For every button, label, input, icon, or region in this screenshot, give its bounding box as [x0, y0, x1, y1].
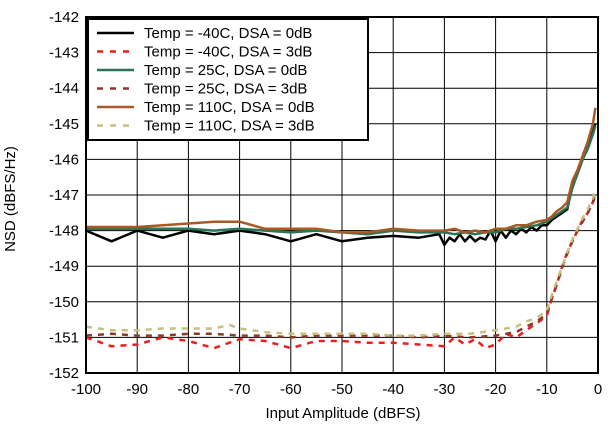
y-tick-label: -152 — [49, 365, 79, 382]
x-tick-label: -100 — [71, 381, 101, 398]
legend-box — [87, 18, 369, 141]
y-axis-title: NSD (dBFS/Hz) — [2, 146, 19, 252]
x-tick-label: -10 — [536, 381, 558, 398]
legend: Temp = -40C, DSA = 0dB Temp = -40C, DSA =… — [87, 18, 369, 141]
x-tick-label: -70 — [229, 381, 251, 398]
legend-label-3: Temp = 25C, DSA = 0dB — [144, 62, 307, 79]
x-tick-label: -90 — [126, 381, 148, 398]
y-tick-label: -149 — [49, 258, 79, 275]
series-line-1 — [85, 123, 597, 247]
y-tick-label: -144 — [49, 80, 79, 97]
y-tick-label: -143 — [49, 45, 79, 62]
x-tick-label: -30 — [434, 381, 456, 398]
series-line-2 — [85, 196, 597, 350]
y-tick-label: -147 — [49, 187, 79, 204]
legend-label-6: Temp = 110C, DSA = 3dB — [144, 118, 315, 135]
legend-label-1: Temp = -40C, DSA = 0dB — [144, 25, 312, 42]
legend-label-2: Temp = -40C, DSA = 3dB — [144, 44, 312, 61]
x-tick-label: -50 — [331, 381, 353, 398]
series-lines — [85, 107, 597, 350]
x-axis-title: Input Amplitude (dBFS) — [265, 405, 420, 422]
series-line-4 — [85, 192, 597, 339]
y-tick-label: -150 — [49, 294, 79, 311]
series-line-3 — [86, 125, 597, 236]
x-tick-label: 0 — [594, 381, 602, 398]
x-tick-label: -20 — [485, 381, 507, 398]
series-line-5 — [86, 107, 597, 234]
plot-frame — [85, 16, 599, 374]
x-tick-labels: -100 -90 -80 -70 -60 -50 -40 -30 -20 -10 0 — [71, 381, 602, 398]
legend-label-4: Temp = 25C, DSA = 3dB — [144, 81, 307, 98]
y-tick-label: -146 — [49, 151, 79, 168]
y-tick-label: -148 — [49, 223, 79, 240]
y-tick-label: -145 — [49, 116, 79, 133]
legend-label-5: Temp = 110C, DSA = 0dB — [144, 99, 315, 116]
x-tick-label: -60 — [280, 381, 302, 398]
x-tick-label: -80 — [178, 381, 200, 398]
y-tick-label: -142 — [49, 9, 79, 26]
x-tick-label: -40 — [382, 381, 404, 398]
y-tick-label: -151 — [49, 329, 79, 346]
y-tick-labels: -142 -143 -144 -145 -146 -147 -148 -149 -150 -151… — [49, 9, 79, 382]
series-line-6 — [85, 187, 597, 337]
